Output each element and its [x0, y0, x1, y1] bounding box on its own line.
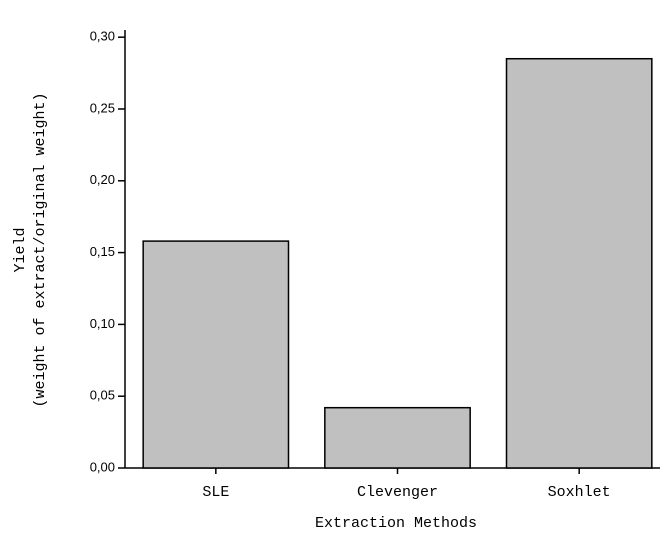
x-tick-label: Clevenger [357, 484, 438, 501]
x-axis-title: Extraction Methods [315, 515, 477, 532]
y-tick-label: 0,10 [90, 316, 115, 331]
bar [505, 57, 653, 469]
y-tick-label: 0,20 [90, 172, 115, 187]
y-axis-title: Yield [12, 227, 29, 272]
x-tick-label: Soxhlet [548, 484, 611, 501]
x-tick-label: SLE [202, 484, 229, 501]
y-tick-label: 0,15 [90, 244, 115, 259]
y-axis-title: (weight of extract/original weight) [32, 92, 49, 407]
y-tick-label: 0,30 [90, 29, 115, 44]
y-tick-label: 0,05 [90, 388, 115, 403]
bar [324, 406, 471, 469]
y-tick-label: 0,00 [90, 459, 115, 474]
bar [142, 240, 290, 469]
y-tick-label: 0,25 [90, 100, 115, 115]
